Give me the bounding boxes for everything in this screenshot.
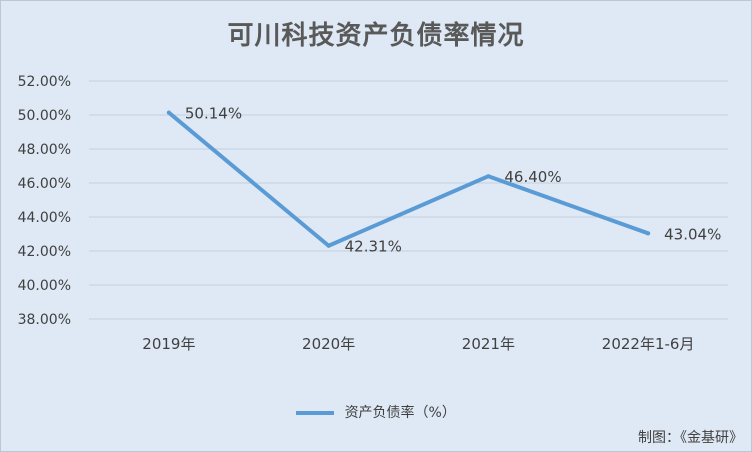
- data-point: [486, 174, 491, 179]
- source-note: 制图：《金基研》: [638, 430, 743, 446]
- y-tick-label: 40.00%: [18, 278, 71, 294]
- y-tick-label: 42.00%: [18, 244, 71, 260]
- data-point: [326, 243, 331, 248]
- data-point: [646, 231, 651, 236]
- data-label: 50.14%: [185, 105, 242, 123]
- legend-line-swatch: [296, 411, 335, 415]
- y-tick-label: 38.00%: [18, 312, 71, 328]
- y-tick-label: 46.00%: [18, 176, 71, 192]
- line-chart: 38.00% 40.00% 42.00% 44.00% 46.00% 48.00% 50.0…: [18, 74, 728, 353]
- y-tick-label: 50.00%: [18, 108, 71, 124]
- series-line: [166, 110, 651, 248]
- legend-label: 资产负债率（%）: [344, 405, 456, 421]
- data-label: 46.40%: [504, 168, 561, 186]
- y-tick-label: 52.00%: [18, 74, 71, 90]
- legend: 资产负债率（%）: [1, 402, 751, 422]
- data-point: [166, 110, 171, 115]
- x-tick-label: 2021年: [462, 335, 515, 353]
- data-label: 42.31%: [345, 238, 402, 256]
- x-tick-label: 2022年1-6月: [602, 335, 695, 353]
- y-tick-label: 44.00%: [18, 210, 71, 226]
- chart-title: 可川科技资产负债率情况: [227, 21, 525, 51]
- x-tick-label: 2020年: [302, 335, 355, 353]
- data-label: 43.04%: [664, 225, 721, 243]
- y-tick-label: 48.00%: [18, 142, 71, 158]
- x-tick-label: 2019年: [142, 335, 195, 353]
